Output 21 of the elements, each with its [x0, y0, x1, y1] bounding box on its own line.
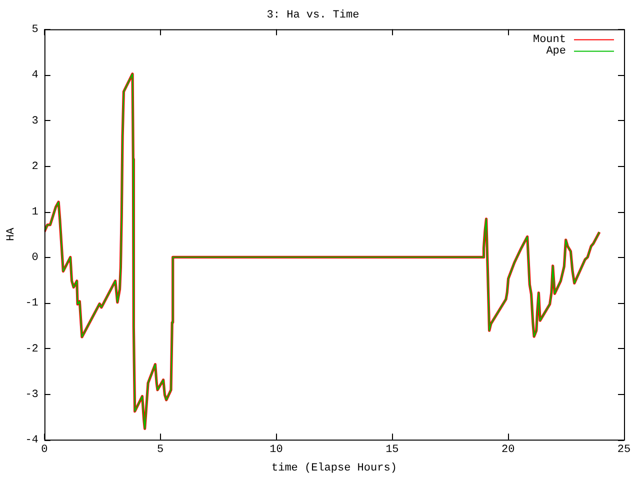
y-axis-title: HA	[6, 227, 18, 241]
x-axis-title: time (Elapse Hours)	[271, 462, 397, 474]
y-tick-label: 3	[32, 115, 38, 128]
y-tick-label: 2	[32, 160, 38, 173]
x-tick-label: 5	[157, 444, 164, 456]
legend-label: Mount	[532, 34, 566, 46]
x-tick-label: 25	[617, 444, 631, 456]
y-tick-label: -1	[25, 298, 39, 310]
x-tick-label: 0	[41, 444, 48, 456]
x-tick-label: 20	[501, 444, 515, 456]
y-tick-label: 4	[32, 70, 39, 82]
y-tick-label: -2	[25, 343, 38, 356]
y-tick-label: 1	[32, 206, 39, 219]
chart-title: 3: Ha vs. Time	[266, 10, 360, 22]
y-tick-label: -4	[25, 434, 39, 447]
y-tick-label: -3	[25, 388, 38, 401]
y-tick-label: 5	[32, 24, 38, 36]
x-tick-label: 15	[386, 444, 399, 456]
legend-label: Ape	[546, 46, 566, 58]
y-tick-label: 0	[32, 252, 38, 264]
x-tick-label: 10	[270, 444, 283, 456]
